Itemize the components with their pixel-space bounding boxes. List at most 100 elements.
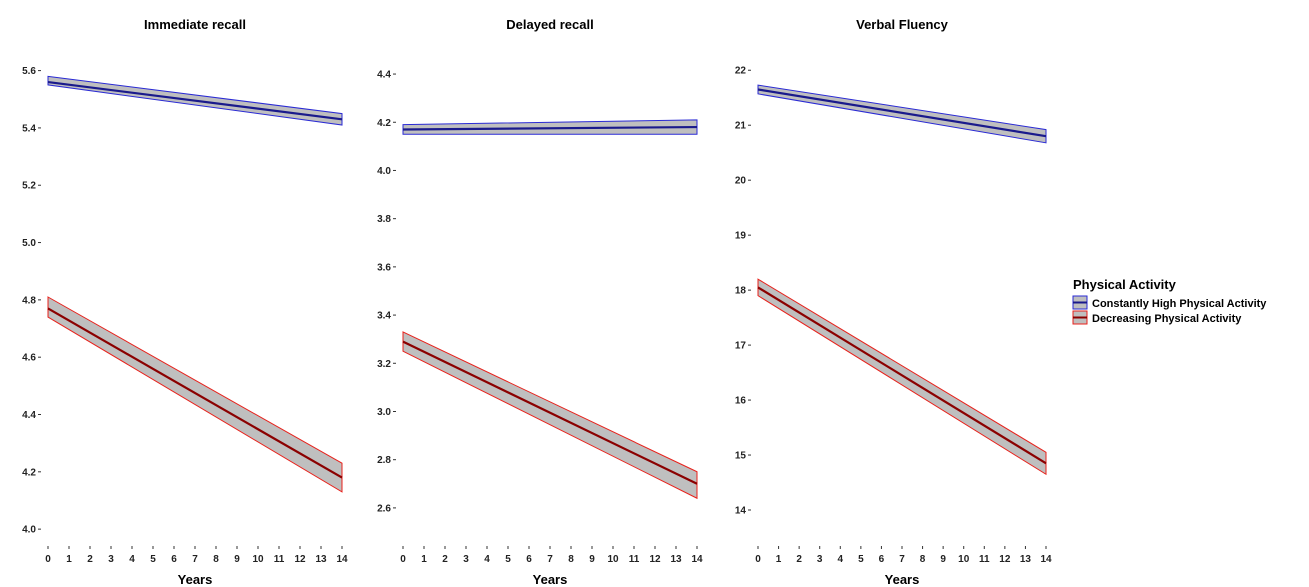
legend: Physical Activity Constantly High Physic… <box>1072 277 1267 325</box>
x-tick-label: 11 <box>979 554 990 565</box>
x-tick-label: 3 <box>108 554 114 565</box>
y-tick-label: 21 <box>735 121 747 132</box>
x-tick-label: 2 <box>796 554 802 565</box>
x-tick-label: 8 <box>568 554 574 565</box>
y-tick-label: 20 <box>735 176 747 187</box>
x-tick-label: 1 <box>421 554 427 565</box>
x-tick-label: 10 <box>958 554 970 565</box>
y-tick-label: 4.6 <box>22 353 36 364</box>
legend-title: Physical Activity <box>1073 277 1177 292</box>
y-tick-label: 4.4 <box>377 70 391 81</box>
y-tick-label: 3.4 <box>377 311 391 322</box>
legend-entry-constantly-high: Constantly High Physical Activity <box>1072 295 1267 310</box>
panels: Immediate recall 4.0 4.2 4.4 4.6 4.8 5.0 5.2 5.4… <box>22 17 1052 587</box>
x-tick-label: 8 <box>920 554 926 565</box>
x-tick-label: 4 <box>838 554 844 565</box>
x-tick-label: 1 <box>66 554 72 565</box>
y-tick-label: 4.0 <box>377 166 391 177</box>
x-tick-label: 5 <box>505 554 511 565</box>
panel-1: Immediate recall 4.0 4.2 4.4 4.6 4.8 5.0 5.2 5.4… <box>22 17 348 587</box>
x-tick-label: 12 <box>649 554 661 565</box>
y-tick-label: 18 <box>735 286 747 297</box>
x-tick-label: 3 <box>463 554 469 565</box>
x-tick-label: 0 <box>400 554 406 565</box>
y-tick-label: 4.2 <box>377 118 391 129</box>
y-tick-label: 3.0 <box>377 407 391 418</box>
series-line-decreasing <box>402 340 698 485</box>
y-tick-label: 2.8 <box>377 455 391 466</box>
panel-title: Delayed recall <box>506 17 593 32</box>
x-tick-label: 14 <box>691 554 703 565</box>
x-tick-label: 14 <box>1040 554 1052 565</box>
x-tick-label: 5 <box>150 554 156 565</box>
y-tick-label: 4.8 <box>22 295 36 306</box>
y-tick-label: 5.4 <box>22 123 36 134</box>
x-tick-label: 5 <box>858 554 864 565</box>
ribbon-decreasing <box>757 278 1047 476</box>
x-tick-label: 11 <box>629 554 640 565</box>
x-tick-label: 4 <box>129 554 135 565</box>
legend-label-decreasing: Decreasing Physical Activity <box>1092 313 1242 325</box>
x-tick-label: 2 <box>442 554 448 565</box>
x-tick-label: 0 <box>45 554 51 565</box>
x-axis-title: Years <box>533 572 568 587</box>
panel-title: Immediate recall <box>144 17 246 32</box>
x-tick-label: 3 <box>817 554 823 565</box>
y-tick-label: 22 <box>735 66 747 77</box>
y-tick-label: 15 <box>735 451 747 462</box>
y-tick-label: 17 <box>735 341 747 352</box>
ribbon-decreasing <box>47 296 343 493</box>
x-tick-label: 4 <box>484 554 490 565</box>
x-tick-label: 7 <box>547 554 553 565</box>
series-line-constantly-high <box>402 125 698 131</box>
y-tick-label: 4.0 <box>22 525 36 536</box>
y-tick-label: 5.2 <box>22 181 36 192</box>
y-tick-label: 14 <box>735 506 747 517</box>
panel-title: Verbal Fluency <box>856 17 949 32</box>
x-tick-label: 6 <box>526 554 532 565</box>
x-tick-label: 7 <box>192 554 198 565</box>
series-line-decreasing <box>47 307 343 479</box>
y-tick-label: 5.6 <box>22 66 36 77</box>
x-tick-label: 1 <box>776 554 782 565</box>
x-tick-label: 13 <box>315 554 327 565</box>
x-axis-title: Years <box>885 572 920 587</box>
x-tick-label: 14 <box>336 554 348 565</box>
y-tick-label: 4.4 <box>22 410 36 421</box>
ribbon-constantly-high <box>402 119 698 135</box>
y-tick-label: 3.8 <box>377 214 391 225</box>
x-tick-label: 12 <box>294 554 306 565</box>
ribbon-decreasing <box>402 331 698 500</box>
x-tick-label: 9 <box>234 554 240 565</box>
series-line-decreasing <box>757 286 1047 465</box>
x-axis-title: Years <box>178 572 213 587</box>
legend-entry-decreasing: Decreasing Physical Activity <box>1072 310 1242 325</box>
x-tick-label: 7 <box>899 554 905 565</box>
panel-2: Delayed recall 2.6 2.8 3.0 3.2 3.4 3.6 3.8 4.0 4.… <box>377 17 703 587</box>
y-tick-label: 2.6 <box>377 503 391 514</box>
x-tick-label: 0 <box>755 554 761 565</box>
x-tick-label: 9 <box>940 554 946 565</box>
x-tick-label: 13 <box>670 554 682 565</box>
x-tick-label: 8 <box>213 554 219 565</box>
x-tick-label: 6 <box>879 554 885 565</box>
x-tick-label: 12 <box>999 554 1011 565</box>
series-line-constantly-high <box>757 88 1047 138</box>
y-tick-label: 4.2 <box>22 467 36 478</box>
y-tick-label: 16 <box>735 396 747 407</box>
series-line-constantly-high <box>47 80 343 121</box>
x-tick-label: 2 <box>87 554 93 565</box>
y-tick-label: 3.2 <box>377 359 391 370</box>
y-tick-label: 3.6 <box>377 262 391 273</box>
y-tick-label: 19 <box>735 231 747 242</box>
y-tick-label: 5.0 <box>22 238 36 249</box>
x-tick-label: 10 <box>252 554 264 565</box>
x-tick-label: 13 <box>1020 554 1032 565</box>
x-tick-label: 6 <box>171 554 177 565</box>
x-tick-label: 10 <box>607 554 619 565</box>
legend-label-constantly-high: Constantly High Physical Activity <box>1092 298 1267 310</box>
x-tick-label: 9 <box>589 554 595 565</box>
x-tick-label: 11 <box>274 554 285 565</box>
